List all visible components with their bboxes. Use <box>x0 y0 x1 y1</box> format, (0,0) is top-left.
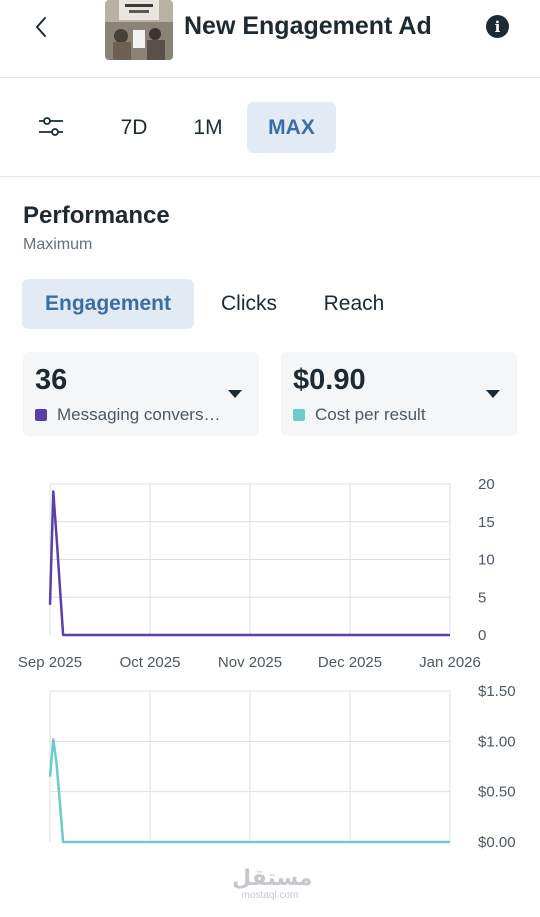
metric-label: Messaging convers… <box>57 405 221 424</box>
sliders-icon <box>39 117 63 136</box>
metric-label: Cost per result <box>315 405 426 424</box>
x-tick-label: Nov 2025 <box>218 654 282 671</box>
x-tick-label: Oct 2025 <box>120 654 181 671</box>
y-tick-label: 5 <box>478 589 486 606</box>
app-header: New Engagement Ad i <box>0 0 540 78</box>
legend-swatch-purple <box>35 409 47 421</box>
date-range-bar: 7D 1M MAX <box>0 79 540 177</box>
performance-subtitle: Maximum <box>23 236 93 253</box>
y-tick-label: $1.00 <box>478 733 516 750</box>
ad-title: New Engagement Ad <box>184 12 432 40</box>
back-button[interactable] <box>26 12 56 42</box>
series-line <box>48 490 450 637</box>
filter-button[interactable] <box>36 115 66 139</box>
cost-per-result-chart: $1.50 $1.00 $0.50 $0.00 <box>48 683 516 851</box>
caret-down-icon[interactable] <box>486 390 500 398</box>
performance-title: Performance <box>23 202 170 229</box>
tab-engagement[interactable]: Engagement <box>22 279 194 329</box>
y-tick-label: $1.50 <box>478 683 516 700</box>
metric-card-messaging[interactable]: 36 Messaging convers… <box>23 352 259 436</box>
series-line <box>48 738 450 844</box>
y-tick-label: 0 <box>478 627 486 644</box>
tab-clicks[interactable]: Clicks <box>221 292 277 315</box>
ad-thumbnail-image <box>105 0 173 60</box>
x-tick-label: Dec 2025 <box>318 654 382 671</box>
watermark-url: mostaql.com <box>241 890 299 901</box>
y-tick-label: 20 <box>478 476 495 493</box>
range-max-button[interactable]: MAX <box>247 102 336 153</box>
y-tick-label: $0.00 <box>478 834 516 851</box>
metric-value: 36 <box>35 364 68 396</box>
range-1m-button[interactable]: 1M <box>193 115 223 139</box>
range-7d-button[interactable]: 7D <box>120 115 148 139</box>
metric-value: $0.90 <box>293 364 366 396</box>
tab-reach[interactable]: Reach <box>323 292 385 315</box>
chevron-left-icon <box>36 17 46 37</box>
x-tick-label: Jan 2026 <box>419 654 481 671</box>
watermark: مستقل mostaql.com <box>232 866 313 902</box>
metric-card-cost-per-result[interactable]: $0.90 Cost per result <box>281 352 517 436</box>
y-tick-label: 10 <box>478 552 495 569</box>
y-tick-label: $0.50 <box>478 784 516 801</box>
x-tick-label: Sep 2025 <box>18 654 82 671</box>
y-tick-label: 15 <box>478 514 495 531</box>
caret-down-icon[interactable] <box>228 390 242 398</box>
watermark-logo: مستقل <box>232 866 313 891</box>
legend-swatch-teal <box>293 409 305 421</box>
ad-thumbnail[interactable] <box>105 0 173 60</box>
info-button[interactable]: i <box>486 15 509 38</box>
messaging-conversations-chart: 20 15 10 5 0 Sep 2025 Oct 2025 Nov 2025 Dec 2025… <box>18 476 495 671</box>
info-icon: i <box>494 17 501 36</box>
